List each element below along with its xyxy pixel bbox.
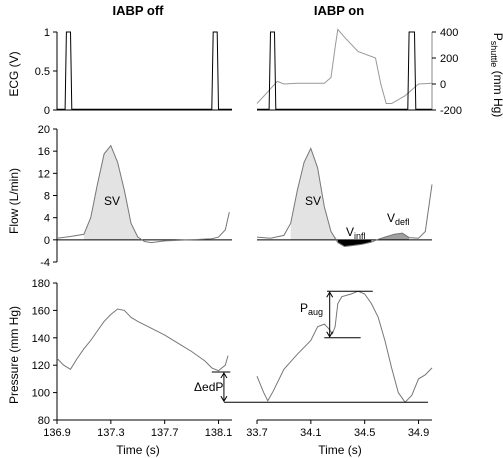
xlabel-right: Time (s) <box>318 443 362 457</box>
pressure-ytick-label-3: 140 <box>32 333 50 345</box>
shuttle-ylabel-unit: (mm Hg) <box>491 67 503 117</box>
flow-ytick-label-1: 0 <box>44 235 50 247</box>
ecg-ytick-label-1: 0.5 <box>35 66 50 78</box>
left-xtick-label-1: 137.3 <box>97 427 125 439</box>
area-fills <box>83 145 410 247</box>
paug-arrow-head-down <box>326 331 334 338</box>
left-xtick-label-3: 138.1 <box>205 427 233 439</box>
right-xtick-label-2: 34.5 <box>354 427 375 439</box>
pressure-ytick-label-4: 160 <box>32 305 50 317</box>
vinfl-area <box>337 239 372 247</box>
flow-ytick-label-3: 8 <box>44 191 50 203</box>
paug-main: P <box>300 301 308 315</box>
shuttle-ytick-label-0: -200 <box>440 105 462 117</box>
vdefl-area <box>378 233 410 240</box>
vdefl-sub: defl <box>395 217 410 227</box>
pressure-ytick-label-0: 80 <box>38 415 50 427</box>
dedp-label: ΔedP <box>194 380 223 394</box>
sv-label-right: SV <box>305 194 321 208</box>
flow-ytick-label-6: 20 <box>38 124 50 136</box>
series-lines <box>56 28 433 403</box>
annotation-marks <box>211 290 428 403</box>
right-xtick-label-1: 34.1 <box>300 427 321 439</box>
xlabel-left: Time (s) <box>116 443 160 457</box>
title-iabp-on: IABP on <box>314 3 364 18</box>
dedp-arrow-head-up <box>220 372 228 379</box>
right-xtick-label-0: 33.7 <box>246 427 267 439</box>
pressure-line-left-0 <box>56 308 229 372</box>
sv-label-left: SV <box>104 194 120 208</box>
paug-arrow-head-up <box>326 291 334 298</box>
vdefl-label: Vdefl <box>387 211 410 227</box>
pressure-ytick-label-1: 100 <box>32 388 50 400</box>
pressure-line-right-0 <box>256 290 433 403</box>
axes: 0 0.5 1 -200 0 200 400 -4 0 4 8 12 16 20 80 100 120 140 16… <box>32 27 462 439</box>
sv-area-left <box>83 145 138 240</box>
shuttle-ytick-label-1: 0 <box>440 79 446 91</box>
ecg-ytick-label-0: 0 <box>44 105 50 117</box>
ecg-line-right-0 <box>257 31 432 110</box>
shuttle-ylabel-main: P <box>491 33 503 41</box>
flow-ytick-label-0: -4 <box>40 257 50 269</box>
shuttle-line-0 <box>256 28 433 104</box>
flow-line-left-0 <box>56 144 230 244</box>
flow-ylabel: Flow (L/min) <box>7 168 21 234</box>
shuttle-ytick-label-3: 400 <box>440 27 458 39</box>
shuttle-ylabel: Pshuttle (mm Hg) <box>489 33 503 118</box>
pressure-ylabel: Pressure (mm Hg) <box>7 306 21 404</box>
title-iabp-off: IABP off <box>112 3 164 18</box>
dedp-arrow-head-down <box>220 395 228 403</box>
vinfl-sub: infl <box>354 231 366 241</box>
paug-label: Paug <box>300 301 323 317</box>
pressure-ytick-label-5: 180 <box>32 278 50 290</box>
vinfl-label: Vinfl <box>346 225 366 241</box>
ecg-line-left-0 <box>57 31 232 110</box>
shuttle-ylabel-sub: shuttle <box>489 41 499 68</box>
vdefl-main: V <box>387 211 395 225</box>
shuttle-ytick-label-2: 200 <box>440 53 458 65</box>
flow-ytick-label-4: 12 <box>38 168 50 180</box>
left-xtick-label-0: 136.9 <box>43 427 71 439</box>
pressure-ytick-label-2: 120 <box>32 360 50 372</box>
flow-ytick-label-5: 16 <box>38 146 50 158</box>
flow-line-right-0 <box>256 147 433 248</box>
left-xtick-label-2: 137.7 <box>151 427 179 439</box>
right-xtick-label-3: 34.9 <box>408 427 429 439</box>
flow-ytick-label-2: 4 <box>44 213 50 225</box>
ecg-ytick-label-2: 1 <box>44 27 50 39</box>
paug-sub: aug <box>308 307 323 317</box>
ecg-ylabel: ECG (V) <box>7 51 21 96</box>
sv-area-right <box>290 148 338 240</box>
vinfl-main: V <box>346 225 354 239</box>
